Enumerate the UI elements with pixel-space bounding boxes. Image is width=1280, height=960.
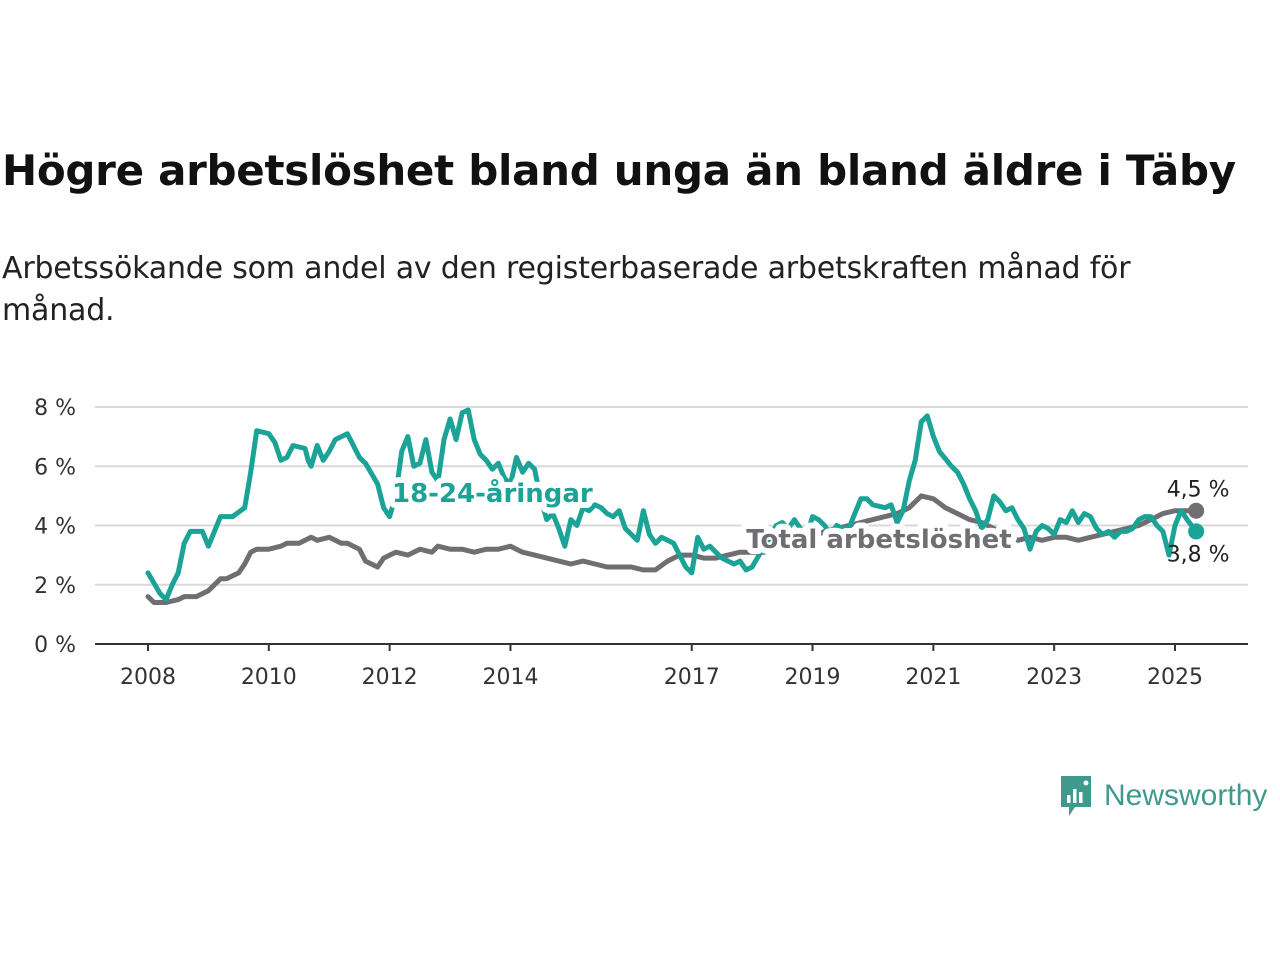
series-line-0	[145, 493, 1199, 605]
series-end-marker	[1188, 502, 1205, 519]
x-tick-label: 2021	[905, 665, 961, 690]
series-annotation-halo: 18-24-åringar	[392, 477, 593, 509]
y-tick-label: 4 %	[34, 515, 76, 540]
x-tick-label: 2014	[482, 665, 538, 690]
series-end-label: 3,8 %	[1167, 542, 1230, 567]
x-axis-ticks: 2008 2010 2012 2014 2017 2019 2021 2023 2025	[95, 643, 1248, 690]
series-end-marker	[1188, 523, 1205, 540]
series-labels: 4,5 %3,8 %18-24-åringar18-24-åringarTota…	[386, 471, 1230, 568]
x-tick-label: 2019	[785, 665, 841, 690]
x-tick-label: 2008	[120, 665, 176, 690]
series-end-label: 4,5 %	[1167, 478, 1230, 503]
y-tick-label: 2 %	[34, 574, 76, 599]
newsworthy-logo: Newsworthy	[1058, 772, 1267, 820]
x-tick-label: 2025	[1147, 665, 1203, 690]
series-lines	[145, 407, 1205, 605]
line-chart: 0 % 2 % 4 % 6 % 8 % 2008 2010 2012 2014 2017 2019…	[34, 396, 1248, 690]
series-annotation: 18-24-åringar	[392, 477, 593, 509]
chart-subtitle: Arbetssökande som andel av den registerb…	[2, 251, 1131, 328]
newsworthy-logo-icon	[1061, 776, 1091, 816]
x-tick-label: 2023	[1026, 665, 1082, 690]
y-tick-label: 6 %	[34, 455, 76, 480]
chart-title: Högre arbetslöshet bland unga än bland ä…	[2, 146, 1236, 195]
x-tick-label: 2017	[664, 665, 720, 690]
x-tick-label: 2012	[362, 665, 418, 690]
series-annotation: Total arbetslöshet	[746, 525, 1011, 555]
x-tick-label: 2010	[241, 665, 297, 690]
series-annotation-halo: Total arbetslöshet	[746, 525, 1011, 555]
y-tick-label: 8 %	[34, 396, 76, 421]
y-axis-ticks: 0 % 2 % 4 % 6 % 8 %	[34, 396, 76, 658]
series-line-1	[145, 407, 1199, 603]
brand-name: Newsworthy	[1104, 779, 1268, 812]
y-tick-label: 0 %	[34, 633, 76, 658]
